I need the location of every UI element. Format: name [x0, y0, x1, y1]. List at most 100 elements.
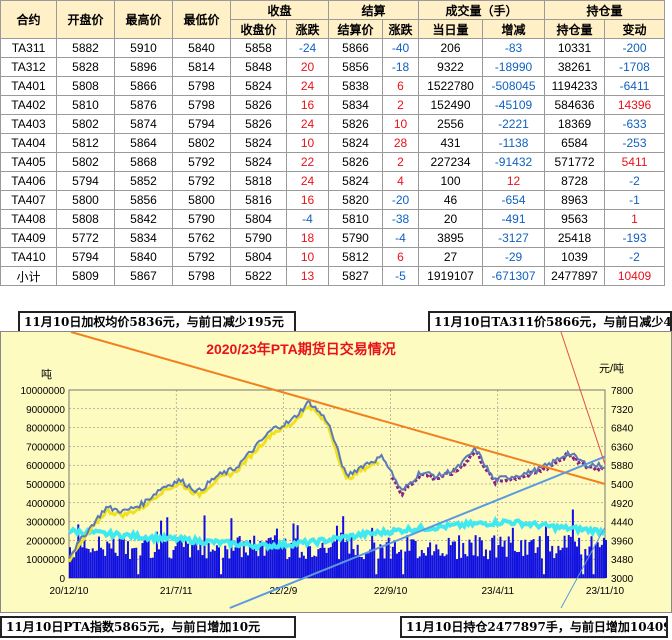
cell-contract: TA405: [0, 152, 57, 172]
volume-bar: [249, 539, 252, 578]
volume-bar: [476, 556, 479, 578]
cell-oi-change: 1: [604, 209, 665, 229]
volume-bar: [186, 543, 189, 578]
volume-bar: [385, 542, 388, 578]
volume-bar: [578, 537, 581, 578]
volume-bar: [416, 558, 419, 578]
cell-change: 10: [286, 133, 329, 153]
table-row: TA401 5808 5866 5798 5824 24 5838 6 1522780 -5080…: [0, 76, 665, 96]
volume-bar: [77, 524, 80, 578]
cell-high: 5864: [114, 133, 173, 153]
volume-bar: [83, 536, 86, 578]
cell-settle: 5827: [328, 266, 383, 286]
volume-bar: [439, 555, 442, 578]
volume-bar: [427, 547, 430, 578]
cell-change: 16: [286, 190, 329, 210]
cell-close: 5826: [230, 114, 287, 134]
cell-open: 5828: [56, 57, 115, 77]
cell-volume: 9322: [418, 57, 483, 77]
left-tick-label: 6000000: [26, 461, 65, 472]
volume-bar: [511, 527, 514, 578]
cell-oi: 10331: [544, 38, 605, 58]
cell-volume: 1919107: [418, 266, 483, 286]
volume-bar: [166, 517, 169, 578]
left-tick-label: 9000000: [26, 405, 65, 416]
right-tick-label: 6840: [611, 424, 634, 435]
volume-bar: [557, 545, 560, 578]
volume-bar: [354, 555, 357, 578]
volume-bar: [513, 550, 516, 578]
volume-bar: [329, 547, 332, 578]
volume-bar: [232, 550, 235, 578]
volume-bar: [112, 538, 115, 578]
volume-bar: [567, 535, 570, 578]
volume-bar: [207, 543, 210, 578]
volume-bar: [129, 559, 132, 578]
cell-low: 5792: [172, 152, 231, 172]
volume-bar: [455, 559, 458, 578]
cell-oi-change: -1: [604, 190, 665, 210]
volume-bar: [499, 536, 502, 578]
volume-bar: [383, 558, 386, 578]
volume-bar: [462, 542, 465, 578]
volume-bar: [246, 555, 249, 578]
volume-bar: [106, 541, 109, 578]
volume-bar: [81, 547, 84, 578]
volume-bar: [168, 557, 171, 578]
table-row: TA406 5794 5852 5792 5818 24 5824 4 100 12 8728 -2: [0, 171, 665, 191]
volume-bar: [197, 550, 200, 578]
cell-settle-change: -5: [382, 266, 419, 286]
volume-bar: [563, 535, 566, 578]
volume-bar: [522, 555, 525, 578]
volume-bar: [594, 544, 597, 578]
cell-contract: TA407: [0, 190, 57, 210]
volume-bar: [259, 541, 262, 578]
open-interest-line: [68, 515, 606, 552]
cell-high: 5866: [114, 76, 173, 96]
volume-bar: [350, 537, 353, 578]
volume-bar: [269, 537, 272, 578]
table-group-header-row: 合约 开盘价 最高价 最低价 收盘 结算 成交量（手） 持仓量: [0, 0, 665, 39]
volume-bar: [367, 553, 370, 578]
right-tick-label: 5880: [611, 461, 634, 472]
group-header-close: 收盘: [230, 0, 329, 20]
cell-change: 22: [286, 152, 329, 172]
volume-bar: [218, 547, 221, 578]
volume-bar: [257, 556, 260, 578]
right-tick-label: 6360: [611, 442, 634, 453]
volume-bar: [193, 540, 196, 578]
cell-oi-change: -6411: [604, 76, 665, 96]
left-tick-label: 7000000: [26, 442, 65, 453]
cell-settle: 5834: [328, 95, 383, 115]
volume-bar: [226, 549, 229, 578]
cell-oi-change: 14396: [604, 95, 665, 115]
volume-bar: [255, 550, 258, 578]
volume-bar: [348, 553, 351, 578]
cell-contract: TA410: [0, 247, 57, 267]
cell-low: 5762: [172, 228, 231, 248]
volume-bar: [180, 535, 183, 578]
cell-high: 5840: [114, 247, 173, 267]
volume-bar: [530, 540, 533, 578]
volume-bar: [143, 538, 146, 578]
cell-change: 10: [286, 247, 329, 267]
cell-oi: 584636: [544, 95, 605, 115]
group-header-oi: 持仓量: [544, 0, 665, 20]
volume-bar: [319, 547, 322, 578]
volume-bar: [437, 549, 440, 578]
cell-contract: TA401: [0, 76, 57, 96]
volume-bar: [590, 536, 593, 578]
volume-bar: [602, 537, 605, 578]
col-header-volume: 当日量: [418, 19, 483, 39]
cell-settle: 5826: [328, 114, 383, 134]
right-tick-label: 4920: [611, 499, 634, 510]
cell-volume: 46: [418, 190, 483, 210]
col-header-change: 涨跌: [286, 19, 329, 39]
volume-bar: [487, 559, 490, 578]
x-tick-label: 22/2/9: [269, 586, 297, 597]
volume-bar: [240, 557, 243, 578]
volume-bar: [598, 547, 601, 578]
cell-close: 5848: [230, 57, 287, 77]
cell-volume: 27: [418, 247, 483, 267]
volume-bar: [325, 552, 328, 578]
